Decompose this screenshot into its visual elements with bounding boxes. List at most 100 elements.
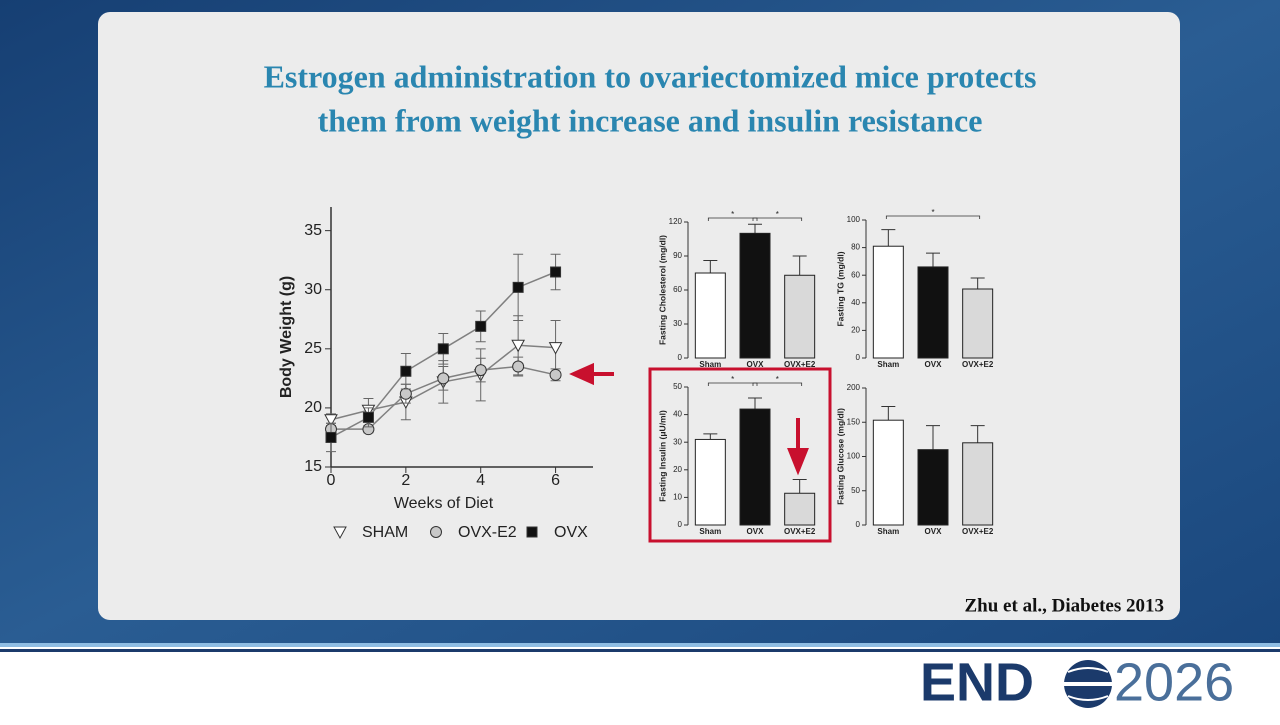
y-axis-label: Fasting Glucose (mg/dl)	[835, 408, 845, 505]
x-tick-label: OVX+E2	[962, 360, 994, 369]
significance-bracket	[752, 217, 803, 221]
legend-label: OVX	[554, 524, 588, 541]
significance-bracket	[707, 382, 758, 386]
y-tick-label: 20	[851, 326, 860, 335]
y-tick-label: 10	[673, 493, 682, 502]
citation: Zhu et al., Diabetes 2013	[965, 595, 1165, 616]
bar	[694, 438, 726, 526]
y-tick-label: 50	[851, 486, 860, 495]
marker	[399, 387, 412, 400]
logo-globe	[1064, 660, 1112, 708]
y-tick-label: 60	[851, 270, 860, 279]
marker	[549, 368, 562, 381]
x-tick-label: OVX+E2	[962, 527, 994, 536]
x-tick-label: 6	[551, 472, 560, 489]
marker	[512, 360, 525, 373]
bar	[694, 272, 726, 359]
y-tick-label: 80	[851, 243, 860, 252]
y-tick-label: 0	[856, 353, 861, 362]
significance-label: *	[731, 375, 734, 384]
y-tick-label: 90	[673, 251, 682, 260]
y-axis-label: Body Weight (g)	[278, 276, 295, 398]
marker	[325, 431, 337, 443]
y-tick-label: 30	[673, 437, 682, 446]
y-tick-label: 0	[678, 520, 683, 529]
marker	[475, 320, 487, 332]
x-tick-label: Sham	[877, 360, 899, 369]
y-tick-label: 40	[673, 410, 682, 419]
error-bar	[703, 433, 718, 440]
marker	[437, 343, 449, 355]
error-bar	[970, 277, 985, 289]
y-tick-label: 40	[851, 298, 860, 307]
significance-bracket	[707, 217, 758, 221]
x-tick-label: 4	[476, 472, 485, 489]
x-tick-label: OVX+E2	[784, 360, 816, 369]
bar	[739, 408, 771, 526]
significance-bracket	[885, 215, 981, 219]
logo-text: END	[920, 652, 1034, 712]
error-bar	[926, 252, 940, 267]
bar	[739, 232, 771, 359]
x-tick-label: OVX	[747, 360, 765, 369]
highlight-box	[648, 367, 832, 543]
significance-label: *	[776, 210, 779, 219]
marker	[474, 364, 487, 377]
error-bar	[748, 223, 762, 234]
bar	[872, 245, 904, 359]
legend-marker	[430, 526, 442, 538]
marker	[437, 372, 450, 385]
y-tick-label: 120	[669, 217, 683, 226]
legend-marker	[526, 526, 538, 538]
y-tick-label: 30	[673, 319, 682, 328]
bar	[784, 274, 816, 359]
error-bar	[926, 425, 940, 450]
y-tick-label: 35	[304, 222, 322, 239]
error-bar	[748, 397, 762, 410]
bar	[784, 492, 816, 526]
y-tick-label: 200	[847, 383, 861, 392]
y-tick-label: 20	[304, 399, 322, 416]
significance-label: *	[731, 210, 734, 219]
bar	[872, 419, 904, 526]
marker	[512, 281, 524, 293]
y-tick-label: 100	[847, 215, 861, 224]
y-tick-label: 25	[304, 340, 322, 357]
x-tick-label: Sham	[699, 527, 721, 536]
x-tick-label: 0	[327, 472, 336, 489]
y-axis-label: Fasting TG (mg/dl)	[835, 251, 845, 326]
error-bar	[881, 405, 896, 421]
marker	[550, 266, 562, 278]
title: them from weight increase and insulin re…	[318, 102, 983, 138]
y-tick-label: 50	[673, 382, 682, 391]
x-tick-label: Sham	[877, 527, 899, 536]
y-tick-label: 20	[673, 465, 682, 474]
x-tick-label: Sham	[699, 360, 721, 369]
bar	[917, 266, 949, 359]
y-axis-label: Fasting Cholesterol (mg/dl)	[657, 235, 667, 345]
legend-label: SHAM	[362, 524, 408, 541]
x-axis-label: Weeks of Diet	[394, 495, 494, 512]
arrow	[787, 418, 809, 476]
y-tick-label: 0	[678, 353, 683, 362]
x-tick-label: OVX+E2	[784, 527, 816, 536]
x-tick-label: 2	[401, 472, 410, 489]
y-tick-label: 100	[847, 452, 861, 461]
x-tick-label: OVX	[747, 527, 765, 536]
marker	[324, 414, 338, 427]
error-bar	[881, 229, 896, 247]
y-tick-label: 15	[304, 458, 322, 475]
error-bar	[792, 255, 807, 276]
legend-marker	[333, 526, 347, 540]
y-tick-label: 30	[304, 281, 322, 298]
y-axis-label: Fasting Insulin (μU/ml)	[657, 410, 667, 502]
x-tick-label: OVX	[925, 360, 943, 369]
footer-line	[0, 649, 1280, 652]
title: Estrogen administration to ovariectomize…	[264, 58, 1037, 94]
significance-label: *	[776, 375, 779, 384]
y-tick-label: 0	[856, 520, 861, 529]
marker	[362, 411, 374, 423]
error-bar	[970, 425, 985, 443]
y-tick-label: 150	[847, 417, 861, 426]
